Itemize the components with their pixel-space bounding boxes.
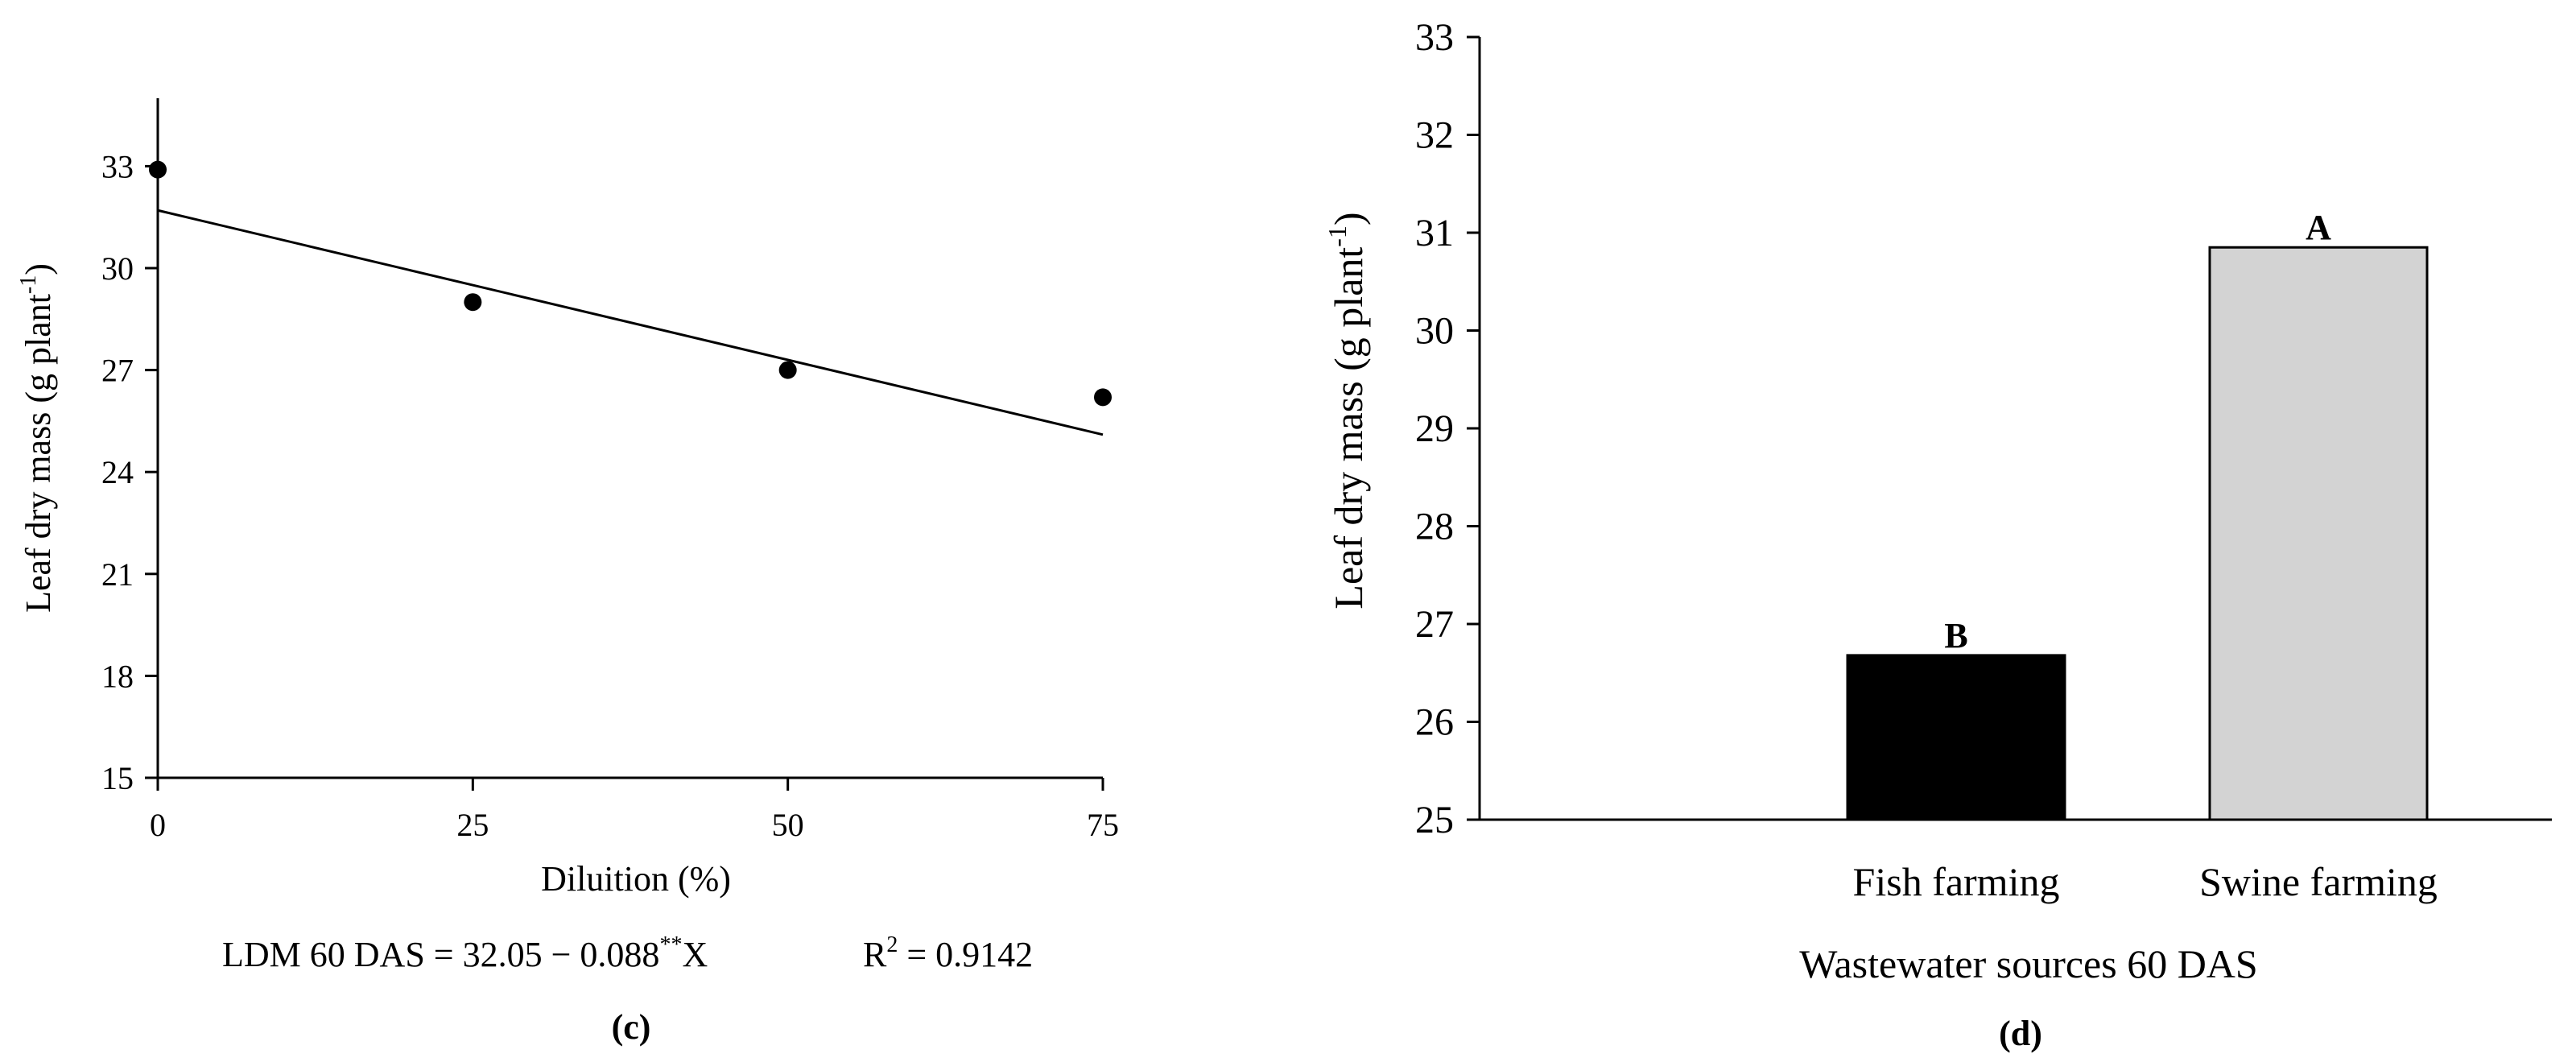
c-equation: LDM 60 DAS = 32.05 − 0.088**X R2 = 0.9142 — [222, 932, 1033, 974]
c-y-ticks: 15 18 21 24 27 30 33 — [101, 148, 158, 796]
c-y-tick-label: 24 — [101, 454, 134, 490]
d-y-tick-label: 30 — [1415, 310, 1454, 353]
d-y-tick-label: 25 — [1415, 799, 1454, 841]
d-y-tick-label: 32 — [1415, 114, 1454, 157]
d-bar — [2208, 246, 2429, 821]
c-y-tick-label: 33 — [101, 148, 134, 184]
c-x-tick-label: 75 — [1087, 807, 1119, 843]
d-bar-letter: A — [2306, 208, 2331, 247]
c-y-axis-label: Leaf dry mass (g plant-1) — [16, 263, 58, 613]
d-category-label: Swine farming — [2199, 859, 2438, 904]
c-x-ticks: 0 25 50 75 — [150, 778, 1119, 843]
d-y-tick-label: 33 — [1415, 16, 1454, 59]
d-y-tick-label: 26 — [1415, 701, 1454, 744]
c-y-tick-label: 15 — [101, 760, 134, 796]
panel-d-bar-chart: 25 26 27 28 29 30 31 32 33 B Fish farming A Swine f… — [1323, 16, 2552, 1053]
d-bar-letter: B — [1944, 616, 1967, 655]
c-trendline — [157, 209, 1104, 436]
d-category-label: Fish farming — [1853, 859, 2060, 904]
c-x-tick-label: 25 — [456, 807, 489, 843]
c-data-point — [1094, 388, 1112, 407]
c-y-tick-label: 30 — [101, 250, 134, 287]
c-x-axis-label: Diluition (%) — [541, 859, 731, 899]
c-data-point — [464, 293, 482, 312]
c-y-tick-label: 27 — [101, 353, 134, 389]
d-y-ticks: 25 26 27 28 29 30 31 32 33 — [1415, 16, 1480, 841]
d-y-tick-label: 29 — [1415, 407, 1454, 450]
c-data-point — [149, 160, 167, 179]
d-bar — [1846, 654, 2066, 821]
c-data-point — [778, 361, 797, 379]
d-x-axis-label: Wastewater sources 60 DAS — [1799, 941, 2257, 986]
c-y-tick-label: 21 — [101, 556, 134, 593]
panel-c-scatter-chart: 15 18 21 24 27 30 33 0 25 50 75 Leaf dry mass (g … — [16, 98, 1119, 1047]
d-y-tick-label: 28 — [1415, 506, 1454, 548]
d-panel-label: (d) — [1999, 1014, 2042, 1053]
d-y-tick-label: 31 — [1415, 212, 1454, 254]
c-data-points — [149, 160, 1112, 407]
d-y-tick-label: 27 — [1415, 603, 1454, 646]
c-x-tick-label: 0 — [150, 807, 166, 843]
c-y-tick-label: 18 — [101, 658, 134, 694]
c-panel-label: (c) — [612, 1007, 651, 1047]
c-x-tick-label: 50 — [772, 807, 804, 843]
d-y-axis-label: Leaf dry mass (g plant-1) — [1323, 212, 1371, 609]
d-bars: B Fish farming A Swine farming — [1846, 208, 2438, 904]
